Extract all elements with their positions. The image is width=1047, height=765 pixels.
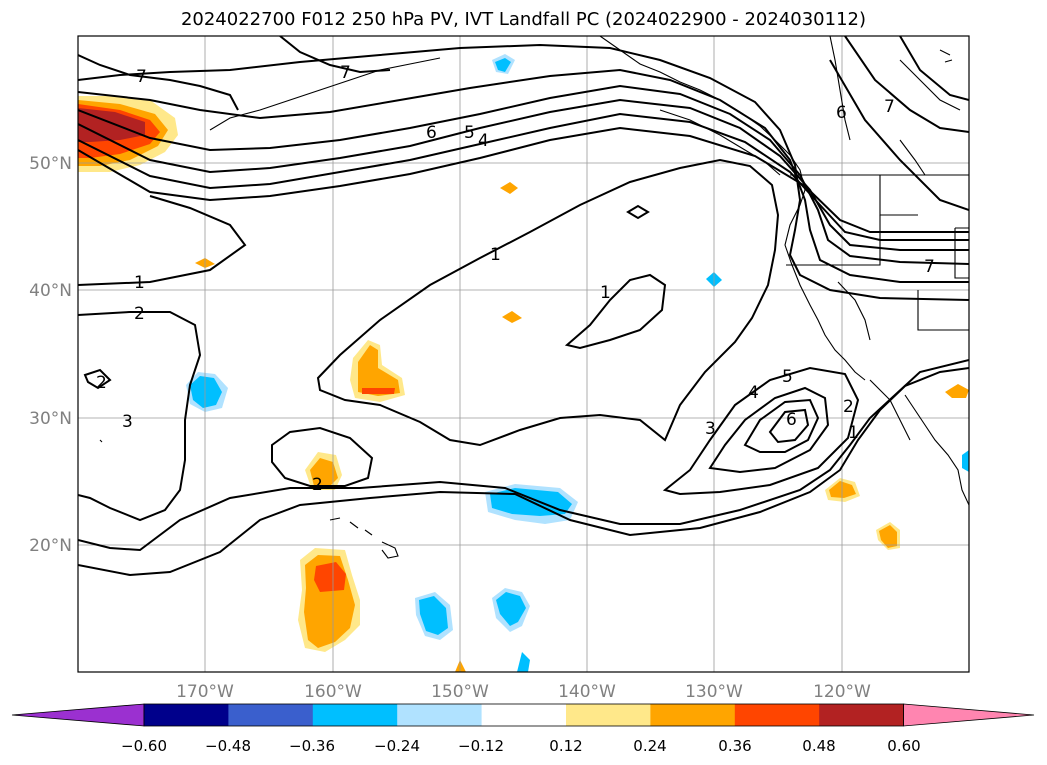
colorbar-tick-label: 0.24: [633, 737, 666, 755]
colorbar-segment: [819, 704, 905, 726]
contour-label: 7: [340, 63, 351, 83]
contour-label: 7: [136, 67, 147, 87]
map-frame: [77, 35, 970, 673]
colorbar-tick-label: −0.60: [121, 737, 167, 755]
contour-label: 4: [748, 383, 759, 403]
colorbar-segment: [144, 704, 229, 726]
colorbar-segment: [481, 704, 567, 726]
lon-label: 140°W: [558, 682, 616, 702]
contour-label: 4: [478, 131, 489, 151]
contours: [78, 36, 969, 577]
colorbar-segment: [228, 704, 314, 726]
lon-label: 160°W: [304, 682, 362, 702]
contour-label: 5: [464, 123, 475, 143]
colorbar-tick-label: −0.12: [458, 737, 504, 755]
colorbar-tick-label: 0.12: [549, 737, 582, 755]
contour-label: 1: [134, 273, 145, 293]
colorbar-tick-label: 0.60: [887, 737, 920, 755]
longitude-labels: 170°W 160°W 150°W 140°W 130°W 120°W: [176, 682, 871, 702]
contour-label: 6: [836, 103, 847, 123]
contour-label: 2: [312, 475, 323, 495]
colorbar-segment: [566, 704, 651, 726]
colorbar-extend-max: [903, 703, 1035, 727]
lat-label: 50°N: [29, 154, 72, 174]
contour-label: 3: [122, 412, 133, 432]
map-area: 7 7 6 5 4 1 1 1 2 2 3 2 3 4 5 6 2 1 6 7 …: [78, 36, 969, 672]
lon-label: 170°W: [176, 682, 234, 702]
colorbar-ticks: −0.60 −0.48 −0.36 −0.24 −0.12 0.12 0.24 …: [121, 737, 921, 755]
contour-label: 7: [924, 257, 935, 277]
contour-label: 2: [134, 304, 145, 324]
colorbar-extend-min: [11, 703, 145, 727]
contour-label: 1: [490, 245, 501, 265]
colorbar-tick-label: −0.36: [289, 737, 335, 755]
contour-label: 7: [884, 97, 895, 117]
contour-label: 2: [843, 397, 854, 417]
colorbar-outline: [143, 703, 904, 727]
colorbar-segment: [312, 704, 398, 726]
contour-label: 1: [600, 283, 611, 303]
lat-label: 20°N: [29, 536, 72, 556]
colorbar-tick-label: −0.48: [205, 737, 251, 755]
contour-label: 1: [848, 423, 859, 443]
colorbar: [11, 703, 1035, 727]
lon-label: 120°W: [813, 682, 871, 702]
lat-label: 30°N: [29, 409, 72, 429]
colorbar-tick-label: 0.36: [718, 737, 751, 755]
contour-label: 6: [426, 123, 437, 143]
map-title: 2024022700 F012 250 hPa PV, IVT Landfall…: [180, 9, 867, 30]
contour-labels: 7 7 6 5 4 1 1 1 2 2 3 2 3 4 5 6 2 1 6 7 …: [96, 63, 935, 495]
lat-label: 40°N: [29, 281, 72, 301]
latitude-labels: 50°N 40°N 30°N 20°N: [29, 154, 72, 556]
gridlines: [78, 36, 969, 672]
lon-label: 130°W: [685, 682, 743, 702]
contour-label: 3: [705, 419, 716, 439]
pv-shading: [78, 54, 969, 672]
contour-label: 2: [96, 373, 107, 393]
lon-label: 150°W: [431, 682, 489, 702]
colorbar-tick-label: −0.24: [374, 737, 420, 755]
colorbar-segment: [734, 704, 820, 726]
colorbar-tick-label: 0.48: [802, 737, 835, 755]
contour-label: 5: [782, 367, 793, 387]
colorbar-segment: [397, 704, 483, 726]
contour-label: 6: [786, 410, 797, 430]
colorbar-segment: [650, 704, 736, 726]
